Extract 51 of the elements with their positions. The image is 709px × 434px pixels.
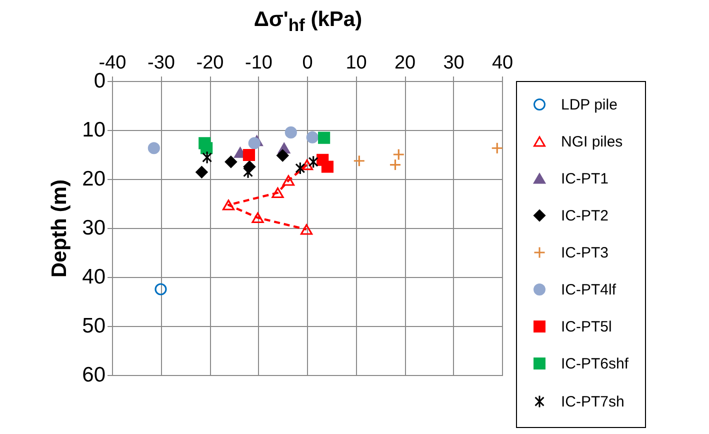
legend-label: IC-PT4lf [561, 282, 617, 298]
point [222, 200, 235, 210]
point [300, 159, 314, 170]
y-axis-title: Depth (m) [48, 180, 72, 278]
point [224, 156, 237, 168]
point [243, 166, 254, 179]
x-tick-label: 30 [443, 52, 464, 74]
point [282, 175, 295, 186]
x-tick-label: -20 [196, 52, 224, 74]
point [491, 142, 504, 154]
point [202, 150, 212, 164]
legend-label: IC-PT5l [561, 318, 612, 336]
y-tick-label: 10 [82, 118, 106, 142]
legend-label: IC-PT1 [561, 170, 609, 188]
point [154, 283, 167, 296]
x-tick-label: -30 [148, 52, 175, 74]
point [392, 148, 405, 161]
x-tick-label: 0 [302, 52, 313, 74]
point [308, 155, 318, 168]
x-axis-title: Δσ'$_{hf}$ (kPa) [252, 8, 364, 36]
x-tick-label: 10 [346, 52, 367, 74]
point [353, 154, 366, 167]
x-tick-label: -10 [245, 52, 272, 74]
legend-label: IC-PT3 [561, 244, 609, 262]
point [200, 142, 213, 154]
point [295, 162, 306, 175]
point [321, 160, 334, 173]
legend-label: IC-PT2 [561, 208, 609, 224]
legend-label: IC-PT7sh [561, 394, 624, 410]
point [306, 131, 318, 144]
point [242, 148, 256, 162]
legend-label: NGI piles [561, 134, 623, 150]
point [148, 142, 160, 154]
point [284, 126, 297, 138]
point [276, 149, 289, 162]
x-tick-label: 20 [394, 52, 416, 74]
point [300, 224, 313, 235]
y-tick-label: 30 [82, 216, 106, 240]
y-tick-label: 20 [82, 168, 106, 190]
point [318, 132, 330, 144]
point [252, 212, 264, 224]
y-tick-label: 60 [82, 364, 106, 386]
x-tick-label: 40 [492, 52, 514, 74]
point [248, 137, 260, 150]
point [196, 166, 208, 178]
y-tick-label: 40 [82, 266, 106, 288]
point [389, 158, 402, 171]
y-tick-label: 50 [82, 314, 106, 338]
legend-label: IC-PT6shf [561, 356, 630, 372]
legend-label: LDP pile [561, 96, 618, 114]
point [272, 187, 284, 198]
